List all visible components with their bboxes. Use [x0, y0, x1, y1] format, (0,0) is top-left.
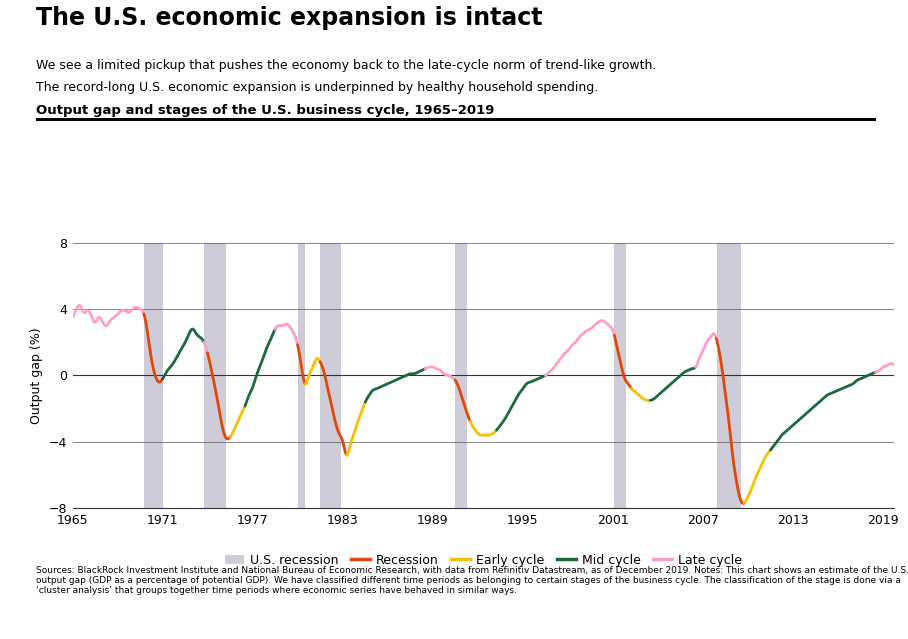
Bar [144, 243, 163, 508]
Bar [615, 243, 627, 508]
Bar [204, 243, 226, 508]
Text: We see a limited pickup that pushes the economy back to the late-cycle norm of t: We see a limited pickup that pushes the … [36, 59, 656, 72]
Bar [298, 243, 305, 508]
Text: The U.S. economic expansion is intact: The U.S. economic expansion is intact [36, 6, 543, 31]
Text: Output gap and stages of the U.S. business cycle, 1965–2019: Output gap and stages of the U.S. busine… [36, 104, 495, 116]
Text: Sources: BlackRock Investment Institute and National Bureau of Economic Research: Sources: BlackRock Investment Institute … [36, 566, 908, 596]
Text: The record-long U.S. economic expansion is underpinned by healthy household spen: The record-long U.S. economic expansion … [36, 81, 598, 94]
Y-axis label: Output gap (%): Output gap (%) [30, 327, 43, 424]
Legend: U.S. recession, Recession, Early cycle, Mid cycle, Late cycle: U.S. recession, Recession, Early cycle, … [220, 549, 747, 572]
Bar [321, 243, 341, 508]
Bar [456, 243, 467, 508]
Bar [716, 243, 741, 508]
